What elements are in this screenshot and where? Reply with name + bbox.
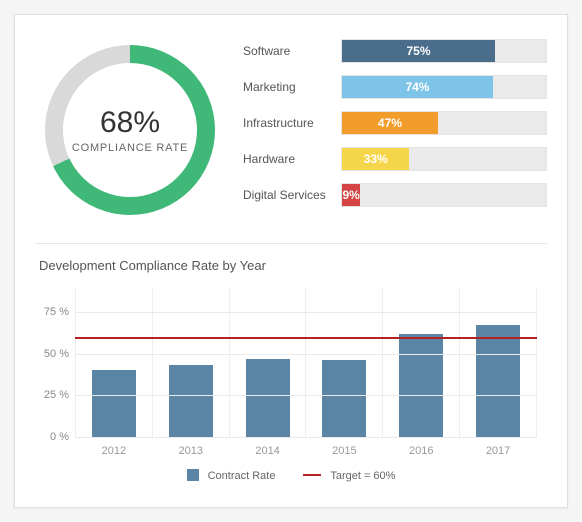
yearly-bars: 201220132014201520162017 xyxy=(75,287,537,437)
hbar-value: 75% xyxy=(406,44,430,58)
x-tick-label: 2015 xyxy=(306,445,382,457)
donut-percent: 68% xyxy=(100,106,160,140)
y-tick-label: 0 % xyxy=(35,431,69,443)
y-tick-label: 25 % xyxy=(35,389,69,401)
hbar-value: 47% xyxy=(378,116,402,130)
vbar xyxy=(322,360,366,437)
gridline xyxy=(75,395,537,396)
target-line xyxy=(75,337,537,339)
hbar-fill: 74% xyxy=(342,76,493,98)
legend-bar-swatch xyxy=(187,469,199,481)
legend-bar: Contract Rate xyxy=(187,469,276,482)
hbar-label: Marketing xyxy=(243,80,331,94)
hbar-row: Software 75% xyxy=(243,39,547,63)
bar-column: 2013 xyxy=(152,287,229,437)
hbar-label: Digital Services xyxy=(243,188,331,202)
hbar-fill: 75% xyxy=(342,40,495,62)
gridline xyxy=(75,354,537,355)
vbar xyxy=(92,370,136,437)
legend-target: Target = 60% xyxy=(303,470,395,482)
hbar-row: Hardware 33% xyxy=(243,147,547,171)
category-bars: Software 75% Marketing 74% Infrastructure 47%… xyxy=(243,35,547,225)
yearly-chart: Development Compliance Rate by Year 2012… xyxy=(35,244,547,482)
x-tick-label: 2016 xyxy=(383,445,459,457)
x-tick-label: 2012 xyxy=(76,445,152,457)
gridline xyxy=(75,312,537,313)
x-tick-label: 2014 xyxy=(230,445,306,457)
y-tick-label: 75 % xyxy=(35,306,69,318)
compliance-donut: 68% COMPLIANCE RATE xyxy=(35,35,225,225)
x-tick-label: 2013 xyxy=(153,445,229,457)
gridline xyxy=(75,437,537,438)
vbar xyxy=(169,365,213,437)
donut-label: COMPLIANCE RATE xyxy=(72,142,188,154)
y-tick-label: 50 % xyxy=(35,348,69,360)
hbar-value: 33% xyxy=(364,152,388,166)
legend-target-label: Target = 60% xyxy=(330,470,395,482)
top-row: 68% COMPLIANCE RATE Software 75% Marketing… xyxy=(35,35,547,244)
x-tick-label: 2017 xyxy=(460,445,536,457)
legend-bar-label: Contract Rate xyxy=(208,470,276,482)
hbar-track: 9% xyxy=(341,183,547,207)
bar-column: 2016 xyxy=(382,287,459,437)
yearly-legend: Contract Rate Target = 60% xyxy=(35,469,547,482)
dashboard-card: 68% COMPLIANCE RATE Software 75% Marketing… xyxy=(14,14,568,508)
hbar-track: 33% xyxy=(341,147,547,171)
vbar xyxy=(246,359,290,437)
legend-target-swatch xyxy=(303,474,321,476)
hbar-fill: 33% xyxy=(342,148,409,170)
donut-center: 68% COMPLIANCE RATE xyxy=(35,35,225,225)
hbar-row: Digital Services 9% xyxy=(243,183,547,207)
hbar-track: 75% xyxy=(341,39,547,63)
yearly-title: Development Compliance Rate by Year xyxy=(39,258,547,273)
bar-column: 2014 xyxy=(229,287,306,437)
bar-column: 2017 xyxy=(459,287,537,437)
hbar-value: 74% xyxy=(405,80,429,94)
hbar-row: Marketing 74% xyxy=(243,75,547,99)
bar-column: 2012 xyxy=(75,287,152,437)
bar-column: 2015 xyxy=(305,287,382,437)
vbar xyxy=(399,334,443,437)
hbar-value: 9% xyxy=(343,188,360,202)
hbar-fill: 9% xyxy=(342,184,360,206)
hbar-track: 74% xyxy=(341,75,547,99)
hbar-track: 47% xyxy=(341,111,547,135)
hbar-row: Infrastructure 47% xyxy=(243,111,547,135)
hbar-label: Infrastructure xyxy=(243,116,331,130)
hbar-label: Software xyxy=(243,44,331,58)
hbar-fill: 47% xyxy=(342,112,438,134)
vbar xyxy=(476,325,520,437)
yearly-plot: 201220132014201520162017 0 %25 %50 %75 % xyxy=(75,287,537,437)
hbar-label: Hardware xyxy=(243,152,331,166)
